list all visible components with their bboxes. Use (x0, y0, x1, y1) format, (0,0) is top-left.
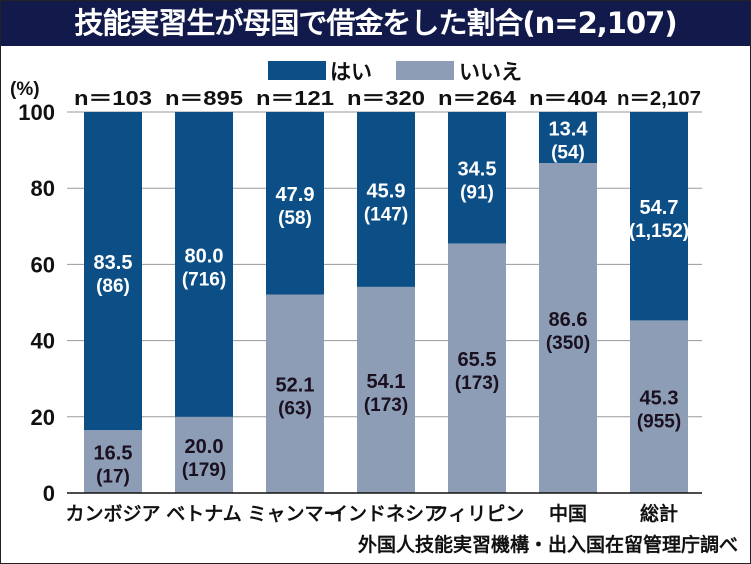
bar-no (357, 286, 415, 493)
legend-label-no: いいえ (459, 61, 522, 84)
n-label: n＝895 (165, 88, 243, 110)
n-label: n＝404 (529, 88, 608, 110)
count-label-yes: (54) (551, 143, 585, 164)
n-label: n＝264 (438, 88, 517, 110)
data-label-yes: 54.7 (640, 197, 679, 219)
bar-yes (84, 112, 142, 431)
bar-no (266, 294, 324, 493)
data-label-yes: 47.9 (276, 184, 315, 206)
n-label: n＝121 (256, 88, 334, 110)
count-label-no: (63) (278, 399, 312, 420)
category-label: 総計 (640, 502, 678, 525)
count-label-yes: (58) (278, 208, 312, 229)
category-label: フィリピン (430, 503, 525, 525)
count-label-no: (179) (182, 460, 226, 481)
count-label-yes: (147) (364, 204, 408, 225)
title-bar (0, 0, 751, 46)
count-label-yes: (86) (96, 276, 130, 297)
chart-title: 技能実習生が母国で借金をした割合(n=2,107) (74, 6, 677, 40)
count-label-yes: (91) (460, 183, 494, 204)
data-label-no: 54.1 (367, 371, 406, 393)
data-label-no: 20.0 (185, 436, 224, 458)
y-axis-unit: (%) (10, 79, 40, 100)
category-label: 中国 (549, 502, 587, 525)
data-label-no: 52.1 (276, 375, 315, 397)
legend-swatch-no (396, 61, 454, 80)
count-label-no: (17) (96, 467, 130, 488)
y-tick-label: 100 (18, 100, 55, 125)
count-label-yes: (716) (182, 269, 226, 290)
y-tick-label: 20 (31, 405, 55, 430)
legend-swatch-yes (268, 61, 326, 80)
bar-yes (630, 112, 688, 321)
count-label-yes: (1,152) (629, 221, 689, 242)
category-label: ミャンマー (247, 504, 342, 525)
data-label-yes: 45.9 (367, 180, 406, 202)
count-label-no: (350) (546, 333, 590, 354)
count-label-no: (955) (637, 412, 681, 433)
y-tick-label: 60 (31, 252, 55, 277)
bar-no (448, 243, 506, 493)
bar-yes (357, 112, 415, 287)
category-label: インドネシア (329, 503, 443, 525)
n-label: n＝320 (347, 88, 425, 110)
data-label-no: 86.6 (549, 309, 588, 331)
y-tick-label: 80 (31, 176, 55, 201)
bar-yes (175, 112, 233, 417)
legend-label-yes: はい (330, 61, 372, 84)
source-note: 外国人技能実習機構・出入国在留管理庁調べ (358, 533, 738, 556)
bar-no (84, 430, 142, 493)
bar-yes (266, 112, 324, 295)
data-label-yes: 34.5 (458, 159, 497, 181)
n-label: n＝103 (74, 88, 152, 110)
category-label: ベトナム (166, 504, 241, 525)
count-label-no: (173) (364, 395, 408, 416)
data-label-yes: 13.4 (549, 119, 589, 141)
category-label: カンボジア (65, 503, 160, 525)
n-label: n＝2,107 (617, 88, 701, 110)
data-label-yes: 80.0 (185, 245, 224, 267)
bar-no (630, 320, 688, 493)
bar-yes (448, 112, 506, 244)
y-tick-label: 0 (43, 481, 55, 506)
data-label-no: 45.3 (640, 388, 679, 410)
y-tick-label: 40 (31, 329, 55, 354)
data-label-yes: 83.5 (94, 252, 133, 274)
data-label-no: 65.5 (458, 349, 497, 371)
bar-no (175, 416, 233, 493)
bar-no (539, 163, 597, 493)
count-label-no: (173) (455, 373, 499, 394)
bar-yes (539, 112, 597, 164)
data-label-no: 16.5 (94, 443, 133, 465)
